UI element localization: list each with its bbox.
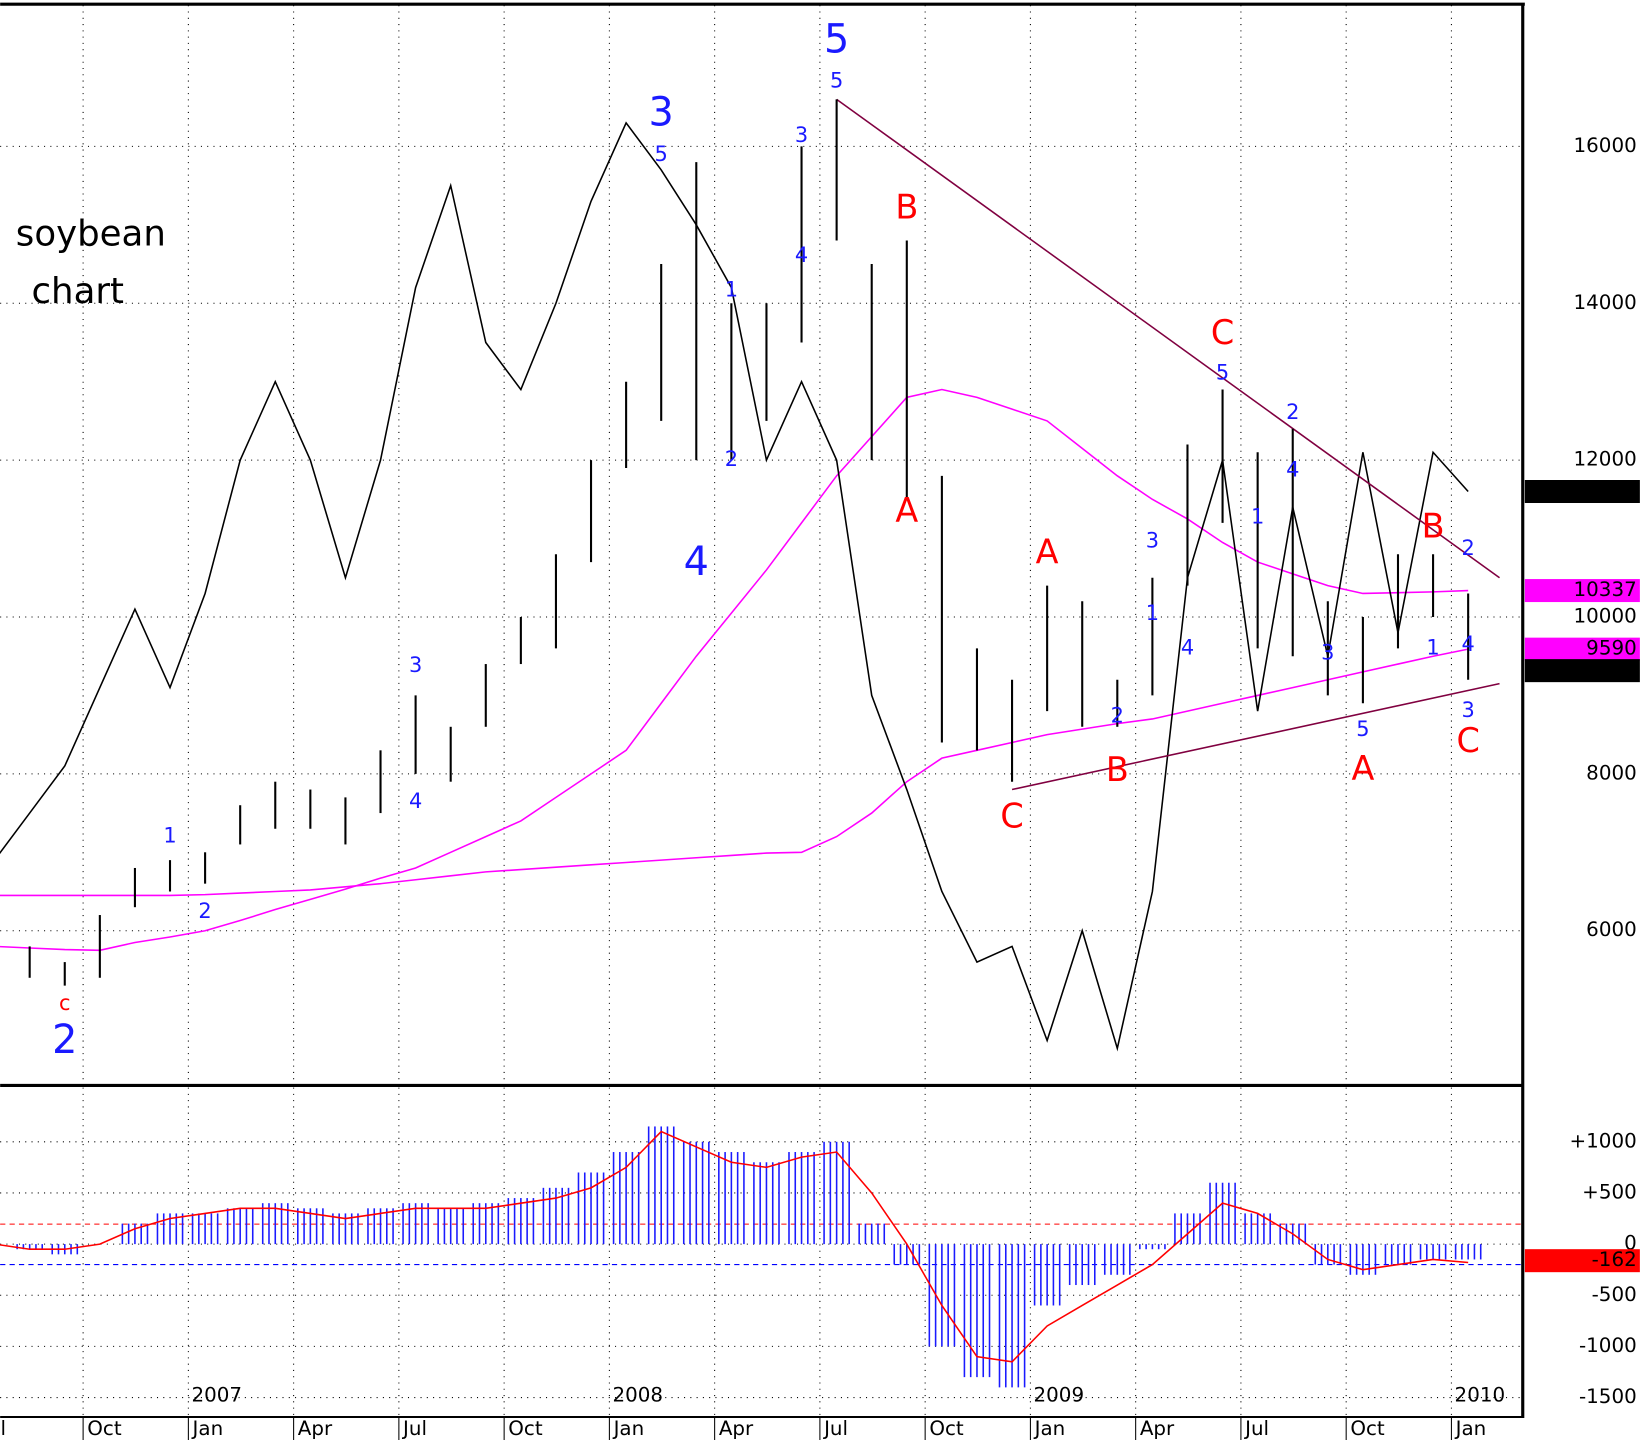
- wave-label: 2: [52, 1017, 77, 1063]
- wave-label: 5: [824, 16, 849, 62]
- wave-label: B: [1422, 507, 1445, 546]
- wave-label: 2: [1462, 536, 1475, 560]
- y-tick-label: 10000: [1574, 604, 1637, 627]
- wave-label: 5: [1356, 717, 1369, 741]
- year-label: 2009: [1034, 1384, 1085, 1407]
- wave-label: 4: [1462, 632, 1475, 656]
- wave-label: C: [1000, 796, 1023, 835]
- y-tick-label: 8000: [1586, 761, 1637, 784]
- x-tick-label: Jul: [822, 1417, 848, 1440]
- wave-label: 1: [1146, 601, 1159, 625]
- wave-label: 2: [1111, 703, 1124, 727]
- wave-label: 2: [1286, 400, 1299, 424]
- wave-label: 3: [1146, 529, 1159, 553]
- wave-label: A: [1351, 749, 1374, 788]
- price-marker: [1524, 659, 1640, 683]
- wave-label: 4: [795, 243, 808, 267]
- y-tick-label: 12000: [1574, 448, 1637, 471]
- value-marker: [1524, 1249, 1640, 1273]
- wave-label: c: [59, 991, 71, 1015]
- price-marker: [1524, 579, 1640, 603]
- wave-label: 1: [725, 278, 738, 302]
- wave-label: 4: [1286, 458, 1299, 482]
- y-tick-label: 0: [1624, 1232, 1637, 1255]
- x-tick-label: Jul: [0, 1417, 6, 1440]
- wave-label: 3: [409, 653, 422, 677]
- x-tick-label: Oct: [1350, 1417, 1385, 1440]
- wave-label: 2: [198, 899, 211, 923]
- moving-average: [0, 648, 1469, 897]
- wave-label: 3: [1462, 698, 1475, 722]
- wave-label: 3: [1321, 641, 1334, 665]
- wave-label: C: [1456, 721, 1479, 760]
- x-tick-label: Jan: [191, 1417, 224, 1440]
- wave-label: 4: [1181, 635, 1194, 659]
- price-marker-label: 478719: [1561, 479, 1637, 502]
- x-tick-label: Jan: [1454, 1417, 1487, 1440]
- wave-label: 5: [830, 69, 843, 93]
- x-tick-label: Jul: [401, 1417, 427, 1440]
- price-marker-label: 9316: [1586, 658, 1637, 681]
- wave-label: 4: [684, 539, 709, 585]
- price-marker-label: 9590: [1586, 637, 1637, 660]
- x-tick-label: Apr: [719, 1417, 754, 1440]
- year-label: 2010: [1455, 1384, 1506, 1407]
- x-tick-label: Jan: [1033, 1417, 1066, 1440]
- x-tick-label: Jan: [612, 1417, 645, 1440]
- y-tick-label: -1000: [1579, 1334, 1637, 1357]
- wave-label: A: [895, 491, 918, 530]
- wave-label: 3: [795, 123, 808, 147]
- x-tick-label: Apr: [1140, 1417, 1175, 1440]
- y-tick-label: 6000: [1586, 918, 1637, 941]
- trendline: [1011, 682, 1500, 791]
- wave-label: 1: [1426, 635, 1439, 659]
- price-marker: [1524, 480, 1640, 504]
- wave-label: 5: [1216, 360, 1229, 384]
- wave-label: C: [1211, 313, 1234, 352]
- x-tick-label: Oct: [929, 1417, 964, 1440]
- y-tick-label: +1000: [1570, 1129, 1637, 1152]
- x-tick-label: Oct: [508, 1417, 543, 1440]
- trendline: [836, 98, 1500, 579]
- wave-label: 1: [163, 824, 176, 848]
- price-marker-label: 10337: [1574, 578, 1637, 601]
- wave-label: 3: [649, 90, 674, 136]
- y-tick-label: -1500: [1579, 1385, 1637, 1408]
- year-label: 2007: [192, 1384, 243, 1407]
- wave-label: 4: [409, 789, 422, 813]
- caption: chart: [32, 271, 124, 312]
- year-label: 2008: [613, 1384, 664, 1407]
- wave-label: B: [1106, 750, 1129, 789]
- moving-average: [0, 388, 1469, 952]
- caption: soybean: [16, 213, 166, 254]
- x-tick-label: Apr: [298, 1417, 333, 1440]
- x-tick-label: Jul: [1243, 1417, 1269, 1440]
- x-tick-label: Oct: [87, 1417, 122, 1440]
- y-tick-label: -500: [1592, 1283, 1637, 1306]
- wave-label: 2: [725, 447, 738, 471]
- price-marker: [1524, 637, 1640, 661]
- signal-line: [0, 1130, 1469, 1363]
- y-tick-label: +500: [1582, 1180, 1637, 1203]
- y-tick-label: 14000: [1574, 291, 1637, 314]
- wave-label: B: [895, 188, 918, 227]
- y-tick-label: 16000: [1574, 134, 1637, 157]
- wave-label: A: [1036, 533, 1059, 572]
- value-marker-label: -162: [1592, 1248, 1637, 1271]
- wave-label: 1: [1251, 505, 1264, 529]
- wave-label: 5: [655, 142, 668, 166]
